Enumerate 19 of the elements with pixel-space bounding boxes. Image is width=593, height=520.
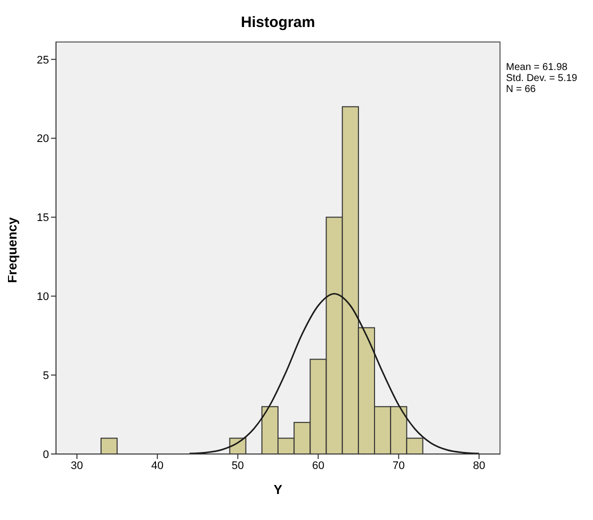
line-series [188,293,480,454]
y-axis-title: Frequency [4,216,20,283]
x-tick-label: 40 [151,460,164,472]
x-tick-label: 30 [70,460,84,472]
y-tick-label: 0 [42,448,49,461]
y-tick-label: 5 [42,370,49,382]
y-tick-label: 10 [36,291,49,304]
x-tick-label: 60 [312,460,324,472]
x-axis-title: Y [274,482,283,497]
chart-title: Histogram [240,14,316,31]
y-tick-label: 20 [36,133,49,146]
text: N = 66 [506,84,537,95]
y-tick-label: 25 [36,54,49,66]
y-tick-label: 15 [36,212,49,224]
text: Mean = 61.98 [506,62,568,73]
x-tick-label: 50 [232,460,244,472]
text: Std. Dev. = 5.19 [506,73,578,84]
x-tick-label: 80 [472,460,486,472]
x-tick-label: 70 [392,460,405,472]
